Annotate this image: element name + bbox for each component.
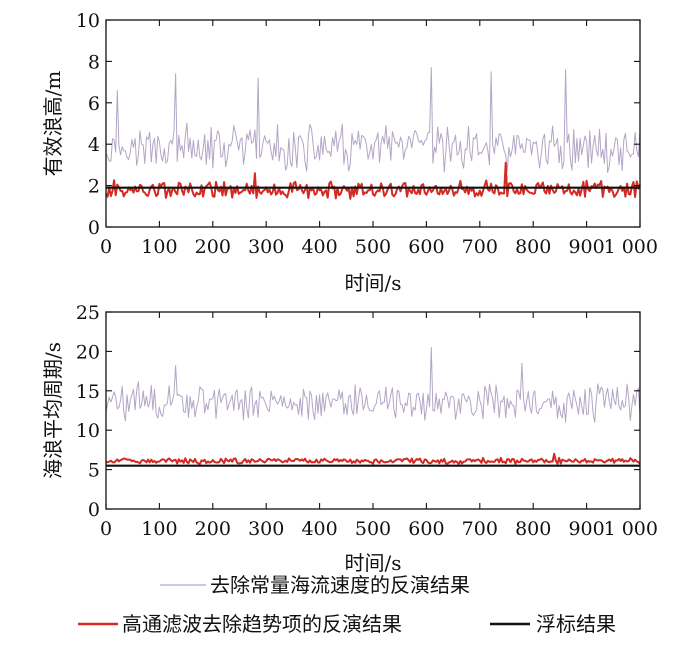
x-axis-title: 时间/s: [344, 271, 401, 295]
x-tick-label: 0: [100, 518, 112, 540]
y-tick-label: 5: [88, 460, 100, 482]
x-tick-label: 0: [100, 236, 112, 258]
y-tick-label: 2: [88, 176, 100, 198]
x-tick-label: 100: [141, 518, 177, 540]
x-tick-label: 200: [195, 236, 231, 258]
series-line-2: [105, 161, 641, 200]
y-tick-label: 10: [76, 10, 100, 32]
y-tick-label: 10: [76, 420, 100, 442]
plot-frame: [105, 19, 641, 228]
x-tick-label: 800: [515, 518, 551, 540]
x-tick-label: 300: [248, 236, 284, 258]
y-tick-label: 0: [88, 217, 100, 239]
series-line-1: [105, 347, 641, 423]
legend-label-red: 高通滤波去除趋势项的反演结果: [122, 612, 402, 636]
x-tick-label: 500: [355, 236, 391, 258]
x-tick-label: 100: [141, 236, 177, 258]
y-tick-label: 8: [88, 51, 100, 73]
x-tick-label: 300: [248, 518, 284, 540]
x-tick-label: 600: [408, 518, 444, 540]
x-tick-label: 900: [568, 518, 604, 540]
y-axis-title: 海浪平均周期/s: [41, 342, 65, 479]
y-tick-label: 25: [76, 302, 100, 324]
x-tick-label: 800: [515, 236, 551, 258]
y-axis-title: 有效浪高/m: [41, 71, 65, 177]
series-line-2: [105, 452, 641, 465]
y-tick-label: 4: [88, 134, 100, 156]
legend-label-black: 浮标结果: [536, 612, 616, 636]
x-tick-label: 500: [355, 518, 391, 540]
x-tick-label: 600: [408, 236, 444, 258]
legend-label-gray: 去除常量海流速度的反演结果: [210, 573, 470, 597]
y-tick-label: 6: [88, 93, 100, 115]
y-tick-label: 20: [76, 341, 100, 363]
x-tick-label: 700: [462, 518, 498, 540]
x-tick-label: 200: [195, 518, 231, 540]
x-tick-label: 400: [301, 236, 337, 258]
x-axis-title: 时间/s: [344, 551, 401, 575]
legend: 去除常量海流速度的反演结果 高通滤波去除趋势项的反演结果 浮标结果: [78, 573, 616, 636]
y-tick-label: 15: [76, 381, 100, 403]
x-tick-label: 1 000: [604, 518, 658, 540]
x-tick-label: 400: [301, 518, 337, 540]
x-tick-label: 1 000: [604, 236, 658, 258]
x-tick-label: 900: [568, 236, 604, 258]
x-tick-label: 700: [462, 236, 498, 258]
series-line-1: [105, 67, 641, 173]
y-tick-label: 0: [88, 499, 100, 521]
